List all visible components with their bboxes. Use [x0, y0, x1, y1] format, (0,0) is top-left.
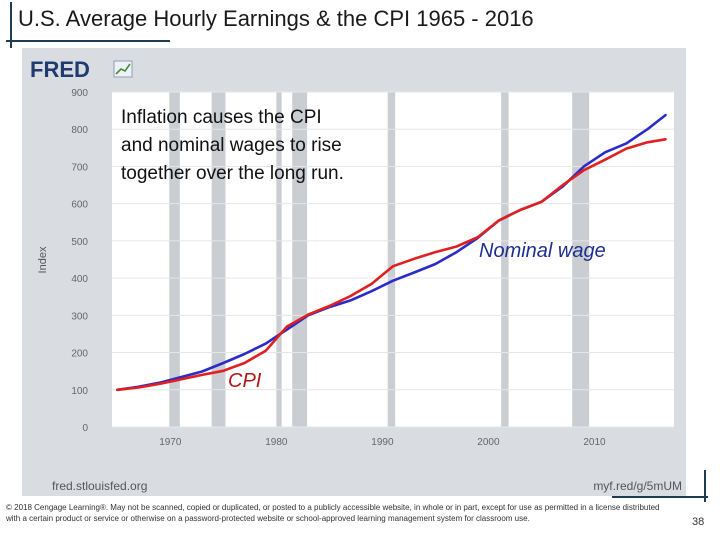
gridlines [112, 91, 674, 428]
y-axis-label: Index [37, 246, 49, 273]
recession-band-5 [501, 92, 509, 427]
y-tick-600: 600 [71, 200, 88, 211]
y-tick-900: 900 [71, 88, 88, 99]
title-accent-vertical [10, 2, 12, 48]
x-tick-2010: 2010 [583, 437, 606, 448]
corner-accent-horizontal [612, 496, 708, 498]
series-line-nominal-wage [116, 113, 667, 392]
short-link: myf.red/g/5mUM [593, 479, 682, 493]
y-tick-0: 0 [82, 423, 88, 434]
fred-logo-chart-icon [113, 60, 133, 78]
y-tick-100: 100 [71, 386, 88, 397]
page-number: 38 [692, 516, 705, 528]
annotation-text: Inflation causes the CPI and nominal wag… [121, 107, 344, 184]
y-tick-300: 300 [71, 311, 88, 322]
recession-band-1 [211, 92, 226, 427]
x-tick-2000: 2000 [477, 437, 500, 448]
series-line-cpi [116, 138, 667, 392]
recession-band-0 [169, 92, 180, 427]
series-lines [116, 113, 667, 392]
y-tick-800: 800 [71, 125, 88, 136]
cpi-label: CPI [228, 370, 262, 392]
recession-band-3 [292, 92, 308, 427]
copyright-notice: © 2018 Cengage Learning®. May not be sca… [6, 503, 660, 523]
title-accent-horizontal [6, 40, 170, 42]
x-tick-1990: 1990 [371, 437, 394, 448]
y-tick-700: 700 [71, 162, 88, 173]
corner-accent-vertical [704, 470, 706, 502]
y-tick-labels: 0 100 200 300 400 500 600 700 800 900 [71, 88, 88, 434]
recession-band-2 [276, 92, 282, 427]
y-tick-500: 500 [71, 237, 88, 248]
x-tick-1980: 1980 [265, 437, 288, 448]
y-tick-200: 200 [71, 349, 88, 360]
slide-title: U.S. Average Hourly Earnings & the CPI 1… [18, 6, 534, 31]
fred-logo-text: FRED [30, 57, 90, 82]
x-tick-1970: 1970 [159, 437, 182, 448]
nominal-wage-label: Nominal wage [479, 240, 606, 262]
x-tick-labels: 1970 1980 1990 2000 2010 [159, 437, 606, 448]
y-tick-400: 400 [71, 274, 88, 285]
plot-area: 0 100 200 300 400 500 600 700 800 900 1970 1980 199… [71, 88, 674, 448]
fred-logo: FRED [30, 57, 133, 82]
recession-band-4 [387, 92, 396, 427]
source-url: fred.stlouisfed.org [52, 479, 147, 493]
